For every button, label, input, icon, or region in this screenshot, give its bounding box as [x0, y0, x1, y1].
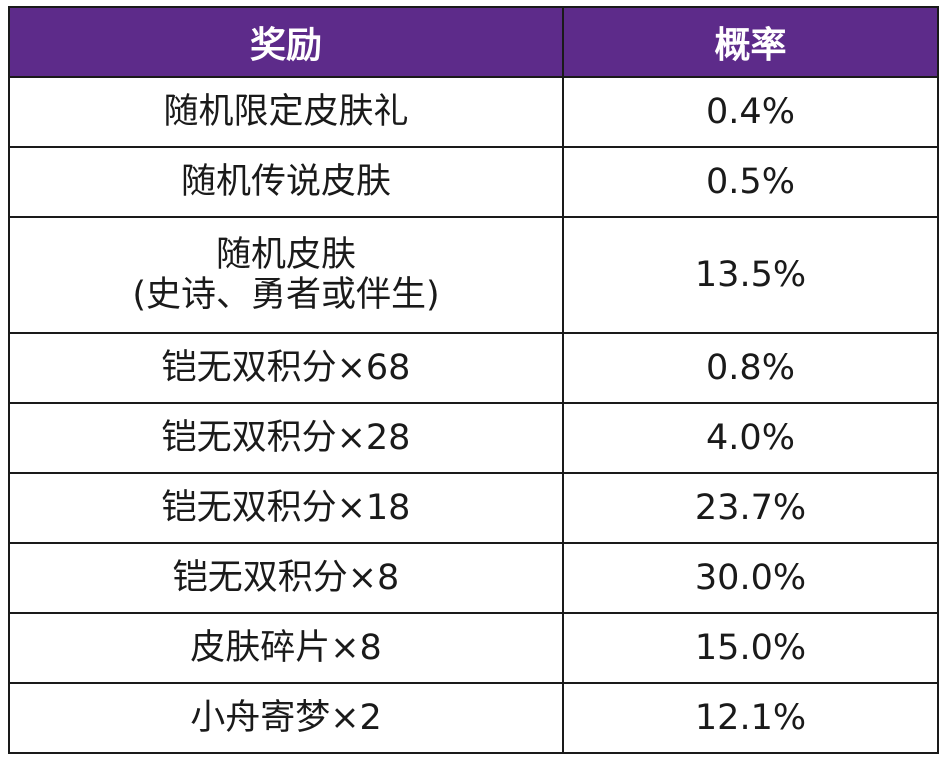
- probability-cell: 0.5%: [562, 146, 939, 218]
- reward-cell: 铠无双积分×8: [8, 542, 564, 614]
- table-body: 随机限定皮肤礼 0.4% 随机传说皮肤 0.5% 随机皮肤 (史诗、勇者或伴生)…: [8, 76, 939, 754]
- reward-cell: 随机皮肤 (史诗、勇者或伴生): [8, 216, 564, 334]
- reward-cell: 随机传说皮肤: [8, 146, 564, 218]
- probability-cell: 4.0%: [562, 402, 939, 474]
- probability-cell: 15.0%: [562, 612, 939, 684]
- reward-cell-sub: (史诗、勇者或伴生): [132, 275, 440, 315]
- probability-cell: 13.5%: [562, 216, 939, 334]
- reward-cell: 随机限定皮肤礼: [8, 76, 564, 148]
- header-row: 奖励 概率: [8, 6, 939, 78]
- reward-cell: 铠无双积分×28: [8, 402, 564, 474]
- probability-cell: 0.8%: [562, 332, 939, 404]
- table-row: 随机传说皮肤 0.5%: [8, 146, 939, 218]
- table-header: 奖励 概率: [8, 6, 939, 78]
- probability-cell: 0.4%: [562, 76, 939, 148]
- reward-cell: 小舟寄梦×2: [8, 682, 564, 754]
- table-row: 铠无双积分×18 23.7%: [8, 472, 939, 544]
- reward-probability-table-container: 奖励 概率 随机限定皮肤礼 0.4% 随机传说皮肤 0.5% 随机皮肤 (史诗、…: [8, 6, 939, 754]
- reward-cell-main: 随机皮肤: [215, 235, 356, 275]
- table-row: 随机限定皮肤礼 0.4%: [8, 76, 939, 148]
- reward-cell: 皮肤碎片×8: [8, 612, 564, 684]
- reward-cell: 铠无双积分×18: [8, 472, 564, 544]
- table-row: 小舟寄梦×2 12.1%: [8, 682, 939, 754]
- reward-cell: 铠无双积分×68: [8, 332, 564, 404]
- header-reward: 奖励: [8, 6, 564, 78]
- table-row: 铠无双积分×8 30.0%: [8, 542, 939, 614]
- reward-probability-table: 奖励 概率 随机限定皮肤礼 0.4% 随机传说皮肤 0.5% 随机皮肤 (史诗、…: [8, 6, 939, 754]
- probability-cell: 30.0%: [562, 542, 939, 614]
- probability-cell: 12.1%: [562, 682, 939, 754]
- header-probability: 概率: [562, 6, 939, 78]
- table-row: 随机皮肤 (史诗、勇者或伴生) 13.5%: [8, 216, 939, 334]
- table-row: 铠无双积分×28 4.0%: [8, 402, 939, 474]
- table-row: 皮肤碎片×8 15.0%: [8, 612, 939, 684]
- table-row: 铠无双积分×68 0.8%: [8, 332, 939, 404]
- probability-cell: 23.7%: [562, 472, 939, 544]
